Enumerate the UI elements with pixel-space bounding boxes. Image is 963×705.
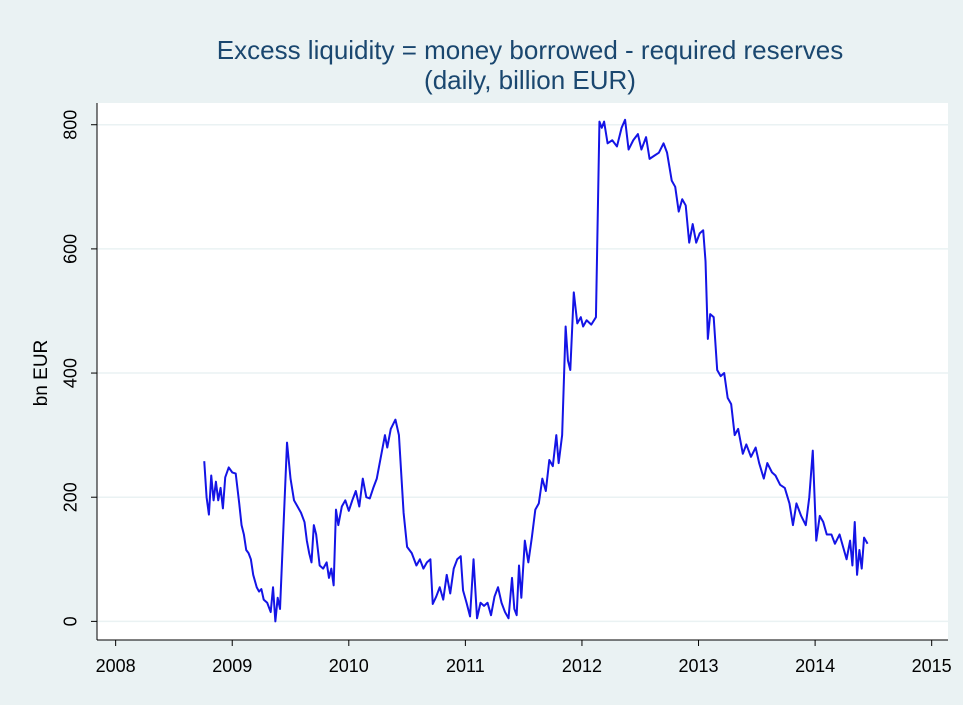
y-tick-label: 0 [61, 616, 81, 626]
x-tick-label: 2014 [795, 656, 835, 676]
x-tick-label: 2008 [96, 656, 136, 676]
x-tick-label: 2009 [212, 656, 252, 676]
chart-title: Excess liquidity = money borrowed - requ… [217, 35, 843, 65]
y-tick-label: 600 [61, 234, 81, 264]
y-tick-label: 800 [61, 110, 81, 140]
x-tick-label: 2013 [679, 656, 719, 676]
plot-area [97, 103, 948, 640]
y-tick-label: 200 [61, 482, 81, 512]
y-tick-label: 400 [61, 358, 81, 388]
x-tick-label: 2012 [562, 656, 602, 676]
x-tick-label: 2015 [912, 656, 952, 676]
x-tick-label: 2011 [446, 656, 485, 676]
chart-subtitle: (daily, billion EUR) [424, 65, 636, 95]
x-tick-label: 2010 [329, 656, 369, 676]
y-axis-label: bn EUR [31, 340, 52, 407]
data-line [203, 118, 869, 623]
